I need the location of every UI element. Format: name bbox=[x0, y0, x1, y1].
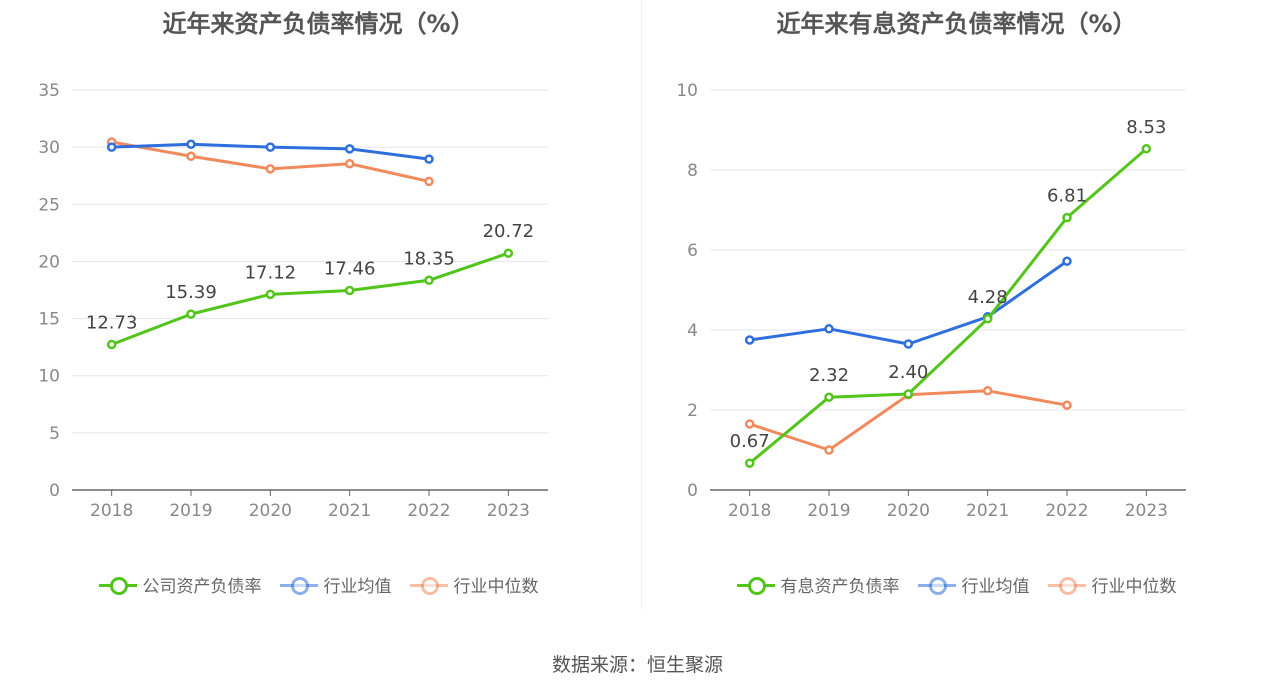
data-label: 17.12 bbox=[245, 262, 297, 283]
data-point bbox=[744, 419, 755, 429]
x-tick-label: 2023 bbox=[487, 501, 530, 521]
data-point bbox=[186, 139, 196, 150]
data-label: 6.81 bbox=[1047, 186, 1087, 207]
series-line bbox=[749, 389, 1068, 452]
data-label: 8.53 bbox=[1126, 117, 1166, 138]
data-point bbox=[744, 335, 755, 345]
panel-divider bbox=[641, 0, 642, 610]
x-tick-label: 2018 bbox=[90, 501, 133, 521]
data-label: 12.73 bbox=[86, 313, 138, 334]
legend-label: 行业中位数 bbox=[453, 577, 539, 597]
y-tick-label: 4 bbox=[687, 321, 698, 341]
data-point bbox=[1062, 212, 1072, 223]
y-tick-label: 0 bbox=[49, 481, 60, 501]
y-tick-label: 15 bbox=[38, 310, 60, 330]
x-tick-label: 2019 bbox=[807, 501, 850, 521]
legend-label: 公司资产负债率 bbox=[142, 577, 262, 597]
data-point bbox=[265, 289, 276, 300]
x-tick-label: 2021 bbox=[966, 501, 1009, 521]
x-tick-label: 2020 bbox=[249, 501, 292, 521]
y-tick-label: 2 bbox=[687, 401, 698, 421]
y-tick-label: 10 bbox=[676, 81, 698, 101]
legend-marker-icon bbox=[409, 575, 448, 595]
data-point bbox=[344, 144, 355, 154]
data-point bbox=[106, 142, 117, 152]
data-point bbox=[424, 275, 434, 286]
y-tick-label: 25 bbox=[38, 195, 60, 215]
y-tick-label: 8 bbox=[687, 161, 698, 181]
chart-title: 近年来有息资产负债率情况（%） bbox=[776, 10, 1137, 38]
legend-marker-icon bbox=[98, 575, 137, 595]
chart-title: 近年来资产负债率情况（%） bbox=[162, 10, 475, 38]
series-line bbox=[749, 259, 1068, 346]
legend-item[interactable]: 行业中位数 bbox=[1047, 572, 1177, 597]
legend-item[interactable]: 行业均值 bbox=[917, 572, 1030, 597]
data-point bbox=[344, 285, 355, 296]
data-label: 0.67 bbox=[730, 431, 770, 452]
legend-label: 行业均值 bbox=[961, 577, 1030, 597]
y-tick-label: 10 bbox=[38, 367, 60, 387]
data-label: 18.35 bbox=[403, 248, 455, 269]
data-point bbox=[344, 158, 355, 169]
data-label: 20.72 bbox=[483, 221, 535, 242]
data-point bbox=[1062, 400, 1072, 410]
data-label: 2.32 bbox=[809, 365, 849, 386]
y-tick-label: 35 bbox=[38, 81, 60, 101]
data-point bbox=[106, 339, 117, 350]
data-label: 15.39 bbox=[165, 282, 217, 303]
chart-panel-right: 近年来有息资产负债率情况（%） 0 2 4 6 8 10 2018 2019 2020 2021 2… bbox=[638, 0, 1275, 620]
legend-item[interactable]: 行业均值 bbox=[279, 572, 392, 597]
x-tick-label: 2018 bbox=[728, 501, 771, 521]
data-point bbox=[186, 309, 196, 319]
legend-marker-icon bbox=[279, 575, 318, 595]
series-line bbox=[748, 147, 1148, 465]
legend-label: 有息资产负债率 bbox=[780, 577, 900, 597]
legend-marker-icon bbox=[917, 575, 956, 595]
data-point bbox=[903, 339, 914, 349]
data-point bbox=[1062, 256, 1072, 266]
legend-item[interactable]: 公司资产负债率 bbox=[98, 572, 262, 597]
y-tick-label: 30 bbox=[38, 138, 60, 158]
data-label: 17.46 bbox=[324, 258, 376, 279]
data-point bbox=[186, 151, 196, 162]
data-point bbox=[982, 314, 993, 324]
line-chart-interest-debt-ratio: 0 2 4 6 8 10 2018 2019 2020 2021 2022 2023 0.67 2.32 2… bbox=[676, 81, 1186, 521]
data-point bbox=[824, 324, 834, 334]
data-source-note: 数据来源：恒生聚源 bbox=[551, 654, 723, 676]
legend-item[interactable]: 有息资产负债率 bbox=[736, 572, 900, 597]
line-chart-debt-ratio: 0 5 10 15 20 25 30 35 2018 2019 2020 2021 2022 2023 12… bbox=[38, 81, 548, 521]
data-point bbox=[424, 154, 434, 164]
x-tick-label: 2022 bbox=[407, 501, 450, 521]
data-point bbox=[265, 142, 276, 152]
legend-label: 行业中位数 bbox=[1091, 577, 1177, 597]
legend-marker-icon bbox=[736, 575, 775, 595]
y-tick-label: 6 bbox=[687, 241, 698, 261]
chart-legend: 公司资产负债率 行业均值 行业中位数 bbox=[0, 572, 637, 597]
data-point bbox=[503, 248, 514, 258]
y-tick-label: 20 bbox=[38, 252, 60, 272]
data-point bbox=[982, 386, 993, 396]
x-tick-label: 2023 bbox=[1125, 501, 1168, 521]
data-label: 4.28 bbox=[968, 287, 1008, 308]
x-tick-label: 2019 bbox=[169, 501, 212, 521]
data-point bbox=[424, 176, 434, 187]
data-label: 2.40 bbox=[888, 362, 928, 383]
series-line bbox=[111, 251, 509, 346]
chart-legend: 有息资产负债率 行业均值 行业中位数 bbox=[638, 572, 1275, 597]
data-point bbox=[265, 164, 276, 174]
x-tick-label: 2021 bbox=[328, 501, 371, 521]
legend-item[interactable]: 行业中位数 bbox=[409, 572, 539, 597]
data-point bbox=[744, 458, 755, 468]
data-point bbox=[824, 445, 834, 455]
x-tick-label: 2020 bbox=[887, 501, 930, 521]
legend-label: 行业均值 bbox=[323, 577, 392, 597]
data-point bbox=[1141, 144, 1152, 154]
chart-panel-left: 近年来资产负债率情况（%） 0 5 10 15 20 25 30 35 2018 2019 2020… bbox=[0, 0, 637, 620]
x-tick-label: 2022 bbox=[1045, 501, 1088, 521]
legend-marker-icon bbox=[1047, 575, 1086, 595]
data-point bbox=[903, 389, 914, 399]
data-point bbox=[824, 392, 834, 402]
y-tick-label: 5 bbox=[49, 424, 60, 444]
y-tick-label: 0 bbox=[687, 481, 698, 501]
